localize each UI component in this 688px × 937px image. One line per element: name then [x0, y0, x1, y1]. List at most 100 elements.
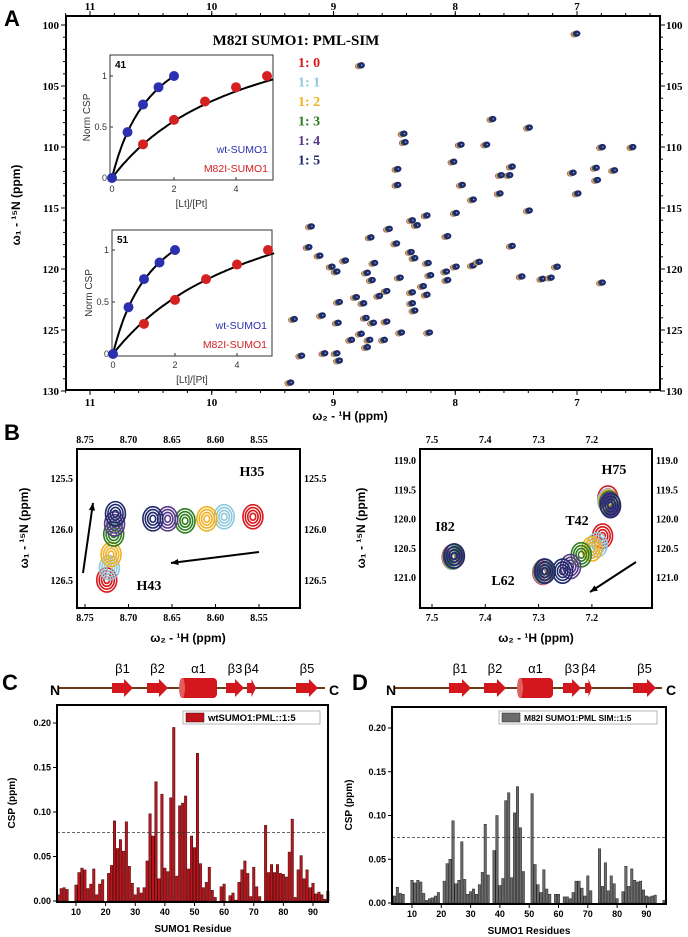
panel-d-csp-m82i: SUMO1 Residues CSP (ppm) N Cβ1 β2 α1 β3 β4 β5 1… [344, 661, 676, 937]
csp-bar [136, 887, 140, 902]
x-tick-label-top: 7.3 [532, 435, 545, 446]
peak-center [453, 160, 456, 163]
nmr-peak [361, 343, 371, 352]
csp-bar [428, 898, 432, 904]
peak-center [372, 279, 374, 281]
peak-center [529, 209, 531, 212]
csp-bar [204, 882, 208, 902]
csp-bar [521, 871, 525, 904]
ss-element-label: β3 [565, 661, 580, 676]
peak-center [597, 179, 599, 181]
peak-center [473, 264, 475, 267]
legend-box [182, 710, 321, 725]
nmr-peak [596, 279, 606, 287]
inset-x-label: [Lt]/[Pt] [176, 199, 208, 210]
csp-bar [545, 888, 549, 904]
panel-d-x-label: SUMO1 Residues [488, 926, 571, 937]
y-tick-label: 0.10 [368, 811, 386, 821]
csp-bar [457, 880, 461, 904]
csp-bar [121, 850, 125, 902]
ss-element-label: β4 [581, 661, 596, 676]
x-tick-label: 30 [130, 907, 140, 917]
panel-label-d: D [352, 670, 368, 695]
csp-bar [410, 880, 414, 904]
csp-bar [302, 878, 306, 902]
peak-center [361, 64, 363, 66]
csp-bar [92, 868, 96, 902]
csp-bar [113, 820, 116, 902]
csp-bar [83, 869, 87, 902]
csp-bar [62, 887, 66, 902]
peak-center [384, 339, 386, 341]
csp-bar [621, 891, 625, 904]
peak-center [336, 270, 339, 273]
peak-center [412, 219, 414, 221]
panel-b-left-frame [76, 448, 301, 609]
peak-center [294, 318, 296, 320]
nmr-peak [333, 357, 343, 365]
contour-level [98, 554, 121, 581]
csp-bar [603, 862, 607, 904]
contour-level [588, 534, 606, 555]
csp-bar [422, 893, 426, 904]
contour-level [218, 509, 231, 524]
secondary-structure-topology: N Cβ1 β2 α1 β3 β4 β5 [50, 661, 339, 698]
peak-center [512, 165, 514, 168]
nmr-peak [450, 263, 460, 271]
peak-center [602, 146, 604, 148]
nmr-peak [359, 314, 370, 322]
csp-bar [320, 894, 324, 902]
nmr-peak [355, 330, 365, 338]
csp-bar [142, 887, 146, 902]
nmr-peak [284, 379, 295, 387]
csp-bar [101, 879, 105, 902]
csp-bar [580, 887, 584, 904]
y-tick-label-left: 119.0 [394, 456, 416, 467]
nmr-peak [441, 232, 452, 241]
contour-level [599, 492, 622, 519]
csp-bar [308, 887, 312, 902]
contour-level [163, 514, 172, 524]
csp-bar [219, 886, 223, 902]
csp-bar [74, 884, 78, 902]
csp-bar [615, 898, 619, 904]
x-tick-label: 80 [612, 909, 622, 919]
nmr-peak [366, 276, 376, 284]
x-tick-label-top: 8 [453, 1, 459, 13]
csp-bar [267, 872, 271, 902]
csp-bar [571, 892, 575, 904]
ss-element-label: β1 [115, 661, 130, 676]
arrow-head-icon [590, 585, 598, 592]
inset-data-point [153, 82, 164, 93]
x-tick-label: 70 [583, 909, 593, 919]
csp-bar [163, 867, 167, 902]
nmr-peak [405, 248, 415, 256]
inset-x-tick-label: 0 [109, 184, 114, 194]
nmr-peak [420, 291, 431, 299]
peak-center [426, 293, 429, 296]
x-tick-label-bottom: 8.55 [250, 613, 268, 624]
csp-bar [431, 897, 434, 904]
x-tick-label: 50 [524, 909, 534, 919]
nmr-peak [473, 258, 483, 266]
csp-bar [172, 727, 176, 902]
inset-data-point [263, 245, 273, 255]
inset-data-point [154, 257, 165, 268]
y-tick-label: 0.15 [33, 763, 51, 773]
ss-element-label: β5 [300, 661, 315, 676]
peak-center [456, 212, 458, 214]
csp-bar [258, 896, 262, 902]
nmr-peak [506, 242, 516, 250]
nmr-peak [391, 181, 402, 189]
inset-data-point [138, 99, 148, 110]
peak-contour-t42 [581, 536, 603, 562]
nmr-peak [397, 130, 408, 138]
nmr-peak [331, 319, 342, 327]
nmr-peak [345, 336, 356, 344]
csp-bar [195, 753, 199, 902]
contour-level [604, 498, 617, 513]
nmr-peak [330, 350, 341, 358]
csp-bar [600, 886, 604, 904]
csp-bar [255, 886, 259, 902]
x-tick-label-top: 8.70 [120, 435, 138, 446]
